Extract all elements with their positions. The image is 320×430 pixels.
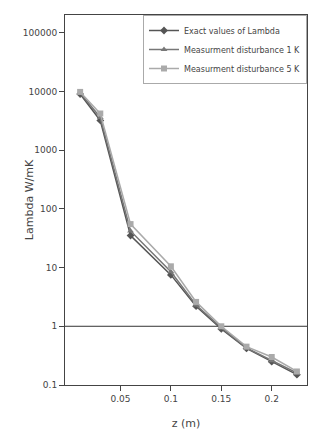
- svg-text:0.2: 0.2: [265, 394, 279, 404]
- svg-text:0.05: 0.05: [110, 394, 130, 404]
- svg-text:10: 10: [46, 263, 58, 273]
- svg-text:0.15: 0.15: [211, 394, 231, 404]
- svg-text:1: 1: [51, 321, 57, 331]
- svg-text:10000: 10000: [29, 87, 58, 97]
- svg-text:Exact values of Lambda: Exact values of Lambda: [184, 27, 280, 36]
- svg-text:100000: 100000: [23, 28, 58, 38]
- svg-text:Lambda W/mK: Lambda W/mK: [23, 159, 36, 240]
- svg-text:z (m): z (m): [172, 417, 201, 430]
- svg-text:0.1: 0.1: [43, 380, 57, 390]
- svg-text:0.1: 0.1: [164, 394, 178, 404]
- svg-text:100: 100: [40, 204, 57, 214]
- svg-text:Measurment disturbance 1 K: Measurment disturbance 1 K: [184, 46, 300, 55]
- svg-text:Measurment disturbance 5 K: Measurment disturbance 5 K: [184, 65, 300, 74]
- svg-text:1000: 1000: [34, 145, 57, 155]
